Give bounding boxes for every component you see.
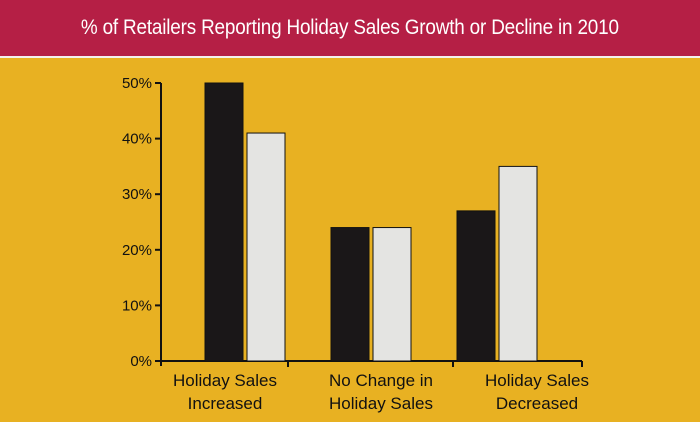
- chart-header: % of Retailers Reporting Holiday Sales G…: [0, 0, 700, 58]
- bar-dark-1: [330, 227, 370, 362]
- x-category-label: Holiday Sales: [173, 371, 277, 390]
- y-tick-label: 20%: [122, 242, 152, 259]
- bar-dark-0: [204, 82, 244, 362]
- y-tick-label: 0%: [130, 353, 152, 370]
- bar-dark-2: [456, 210, 496, 362]
- chart-title: % of Retailers Reporting Holiday Sales G…: [81, 16, 619, 39]
- bar-light-1: [372, 227, 412, 362]
- x-category-label: No Change in: [329, 371, 433, 390]
- x-category-label: Holiday Sales: [485, 371, 589, 390]
- x-category-label: Holiday Sales: [329, 394, 433, 413]
- y-tick-label: 50%: [122, 75, 152, 92]
- y-tick-label: 30%: [122, 186, 152, 203]
- y-tick-label: 10%: [122, 297, 152, 314]
- chart-labels: 0% 10% 20% 30% 40% 50% Holiday Sales Increased N…: [122, 75, 589, 413]
- x-category-label: Increased: [188, 394, 263, 413]
- chart-bars: [204, 82, 538, 362]
- x-category-label: Decreased: [496, 394, 578, 413]
- y-tick-label: 40%: [122, 131, 152, 148]
- bar-light-2: [498, 165, 538, 362]
- bar-light-0: [246, 132, 286, 362]
